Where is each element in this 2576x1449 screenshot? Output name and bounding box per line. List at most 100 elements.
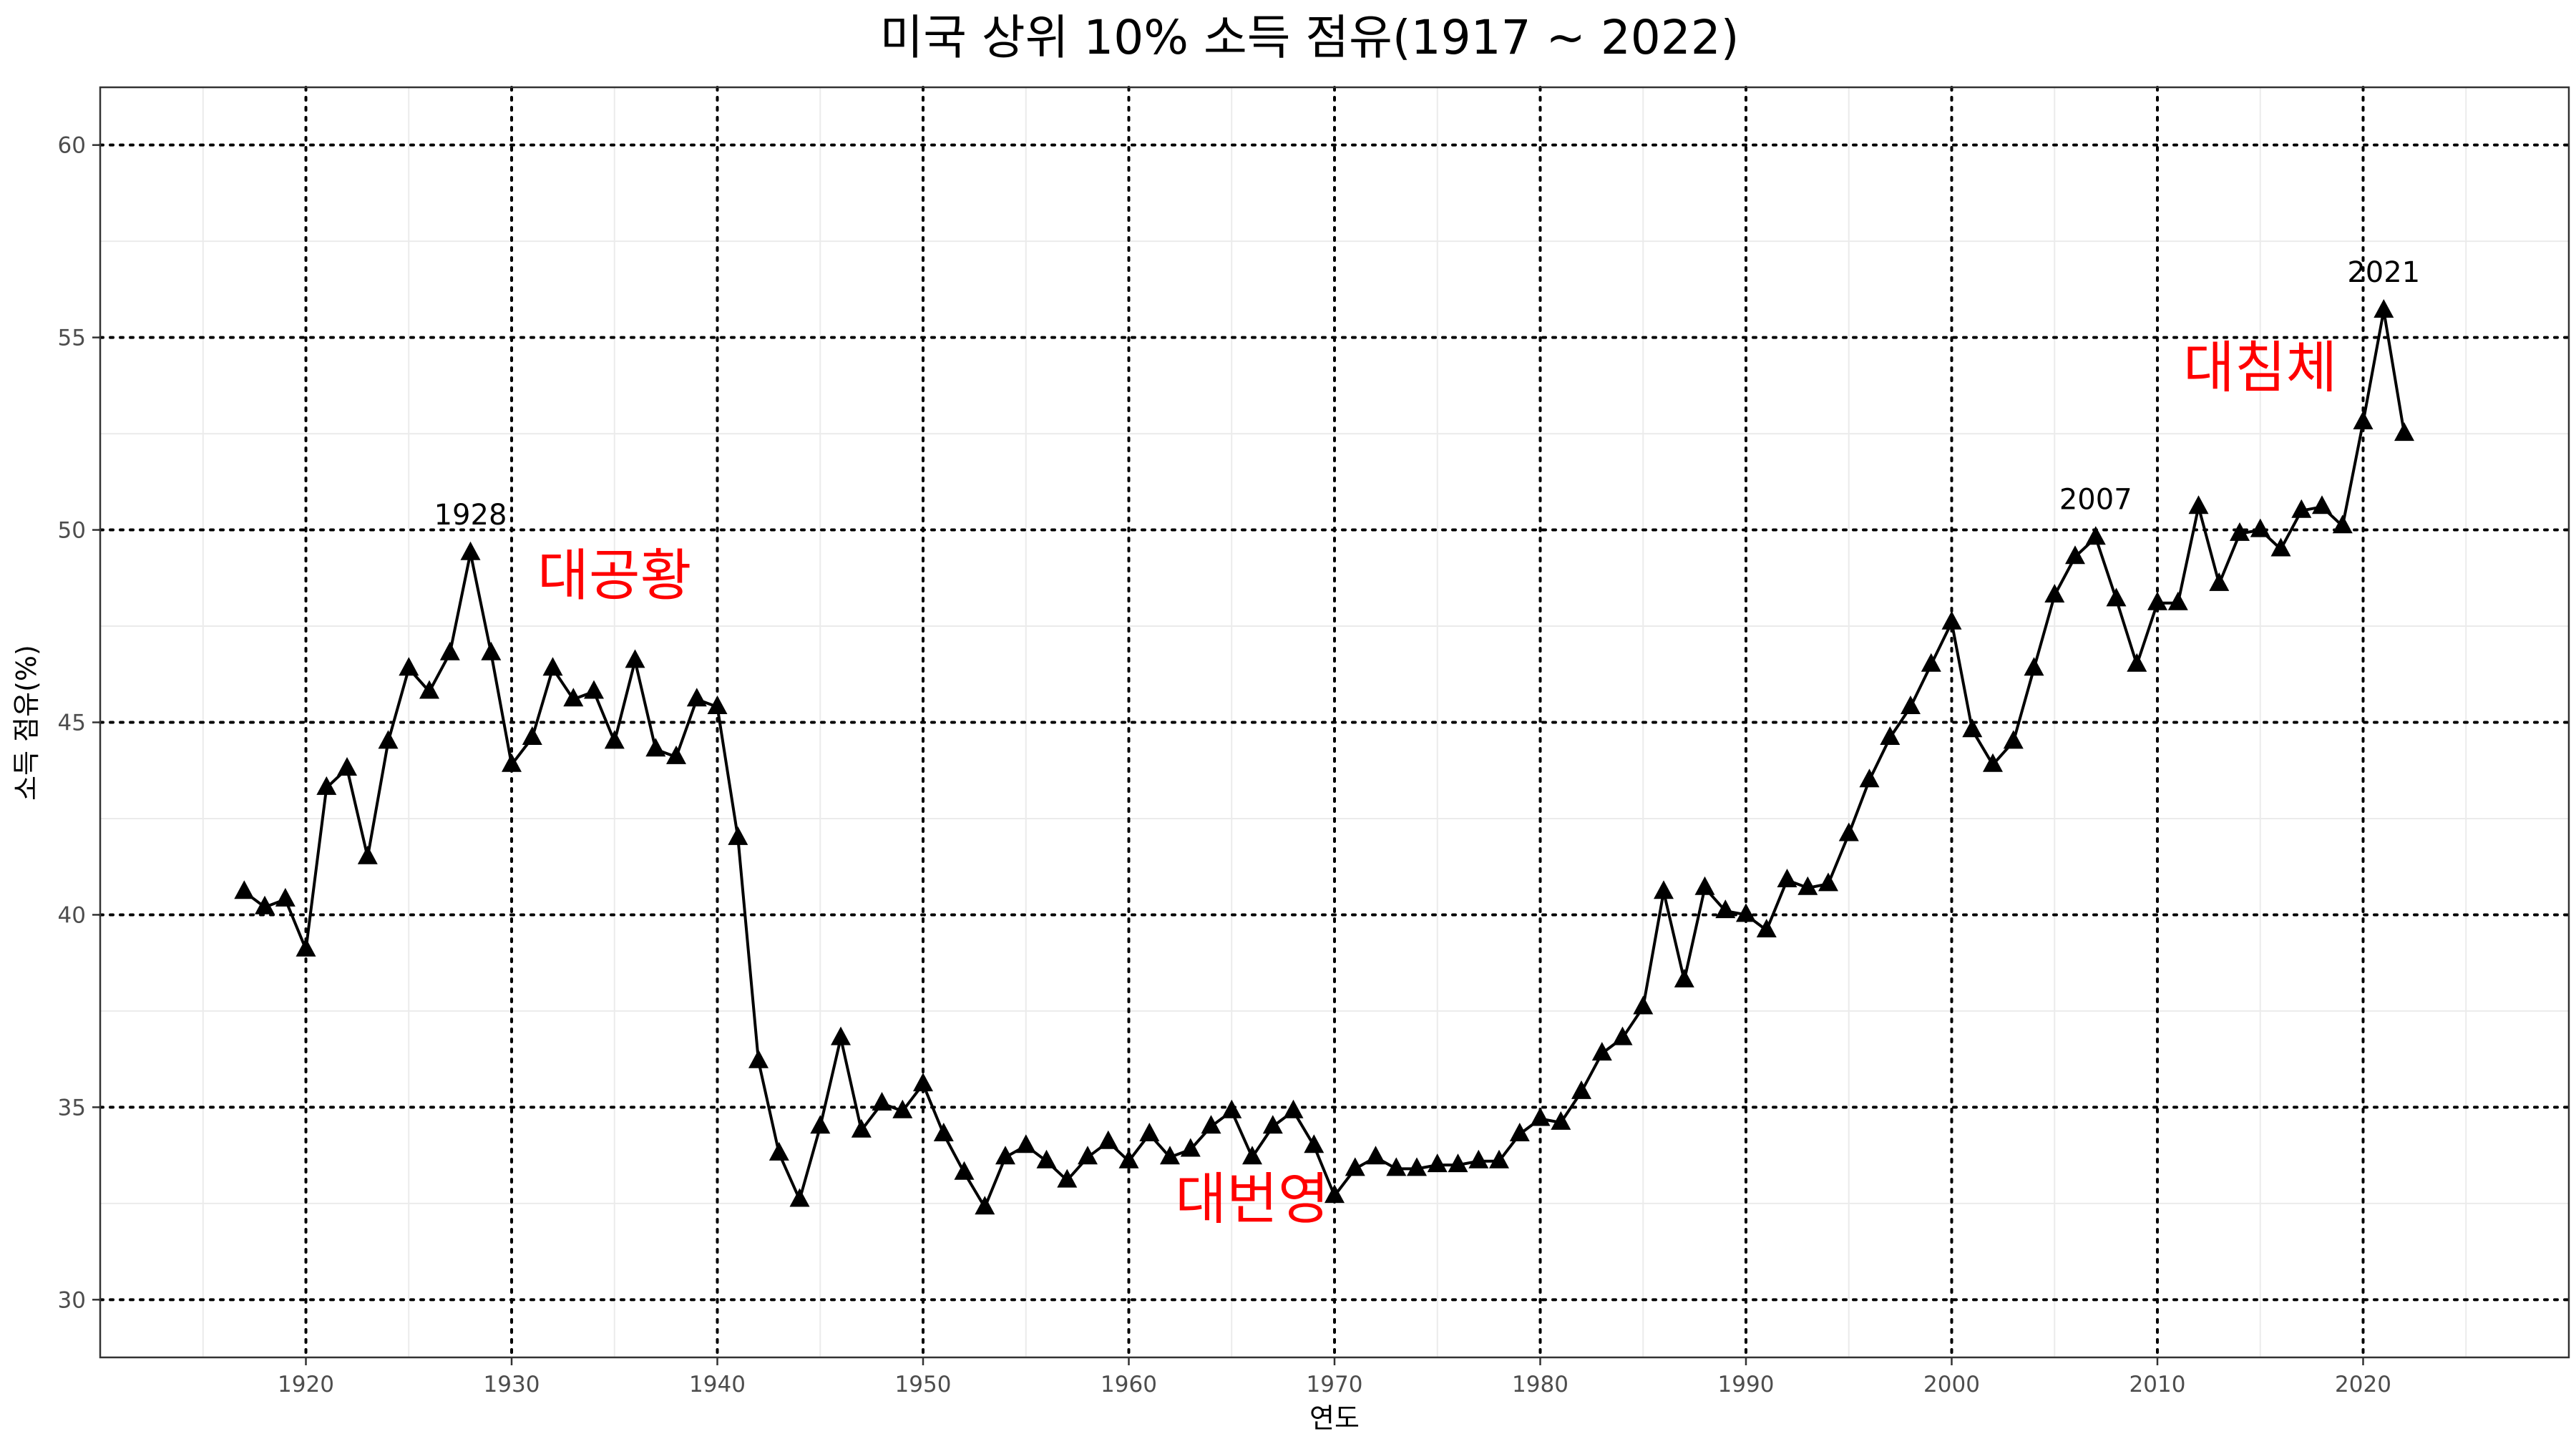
data-point — [1530, 1107, 1551, 1126]
data-point — [707, 696, 728, 714]
x-tick-label: 2010 — [2129, 1372, 2186, 1397]
data-point — [1880, 726, 1901, 745]
data-point — [1139, 1123, 1160, 1141]
data-point — [1468, 1149, 1489, 1169]
data-point — [1921, 653, 1941, 672]
data-point — [1057, 1169, 1078, 1188]
era-annotation: 대침체 — [2183, 336, 2337, 401]
data-point — [933, 1123, 954, 1141]
data-point — [1160, 1146, 1180, 1165]
y-tick-label: 35 — [58, 1095, 86, 1121]
data-point — [275, 887, 296, 907]
data-point — [1715, 899, 1736, 919]
y-tick-label: 55 — [58, 326, 86, 351]
x-tick-label: 1970 — [1307, 1372, 1363, 1397]
x-tick-label: 1940 — [689, 1372, 746, 1397]
year-annotation: 2007 — [2059, 483, 2132, 516]
data-point — [1489, 1149, 1509, 1169]
data-point — [1283, 1099, 1304, 1118]
data-point — [1777, 869, 1797, 887]
data-point — [892, 1099, 913, 1118]
data-point — [2332, 514, 2353, 534]
x-tick-label: 1950 — [895, 1372, 952, 1397]
data-point — [1633, 995, 1654, 1015]
data-point — [234, 880, 255, 899]
data-point — [1221, 1099, 1242, 1118]
data-point — [666, 745, 686, 764]
data-point — [1118, 1149, 1139, 1169]
data-point — [728, 826, 748, 845]
data-point — [2250, 518, 2270, 537]
y-tick-label: 60 — [58, 133, 86, 159]
y-axis-ticks: 30 35 40 45 50 55 60 — [58, 133, 100, 1313]
x-tick-label: 2020 — [2335, 1372, 2391, 1397]
x-axis-title: 연도 — [1309, 1402, 1360, 1434]
data-point — [1571, 1080, 1591, 1099]
data-point — [2003, 730, 2024, 749]
data-point — [2024, 657, 2044, 676]
data-point — [810, 1115, 831, 1134]
x-tick-label: 2000 — [1923, 1372, 1980, 1397]
data-point — [439, 641, 460, 660]
data-point — [2127, 653, 2147, 672]
data-point — [1509, 1123, 1530, 1141]
data-point — [1324, 1184, 1345, 1204]
data-point — [481, 641, 502, 660]
series-line — [243, 309, 2406, 1209]
y-axis-title: 소득 점유(%) — [11, 645, 42, 801]
data-point — [1901, 696, 1921, 714]
data-point — [2312, 495, 2332, 514]
data-point — [1654, 880, 1674, 899]
data-point — [296, 937, 316, 957]
data-point — [542, 657, 563, 676]
data-point — [831, 1026, 851, 1045]
major-gridlines — [99, 86, 2570, 1359]
data-point — [1591, 1042, 1612, 1061]
data-point — [913, 1073, 933, 1092]
data-point — [1262, 1115, 1283, 1134]
data-point — [563, 688, 584, 707]
data-point — [1818, 872, 1838, 892]
data-point — [1941, 610, 1962, 630]
data-point — [1407, 1157, 1427, 1176]
data-point — [975, 1196, 995, 1215]
data-point — [604, 730, 625, 749]
data-point — [872, 1092, 892, 1111]
x-tick-label: 1920 — [278, 1372, 334, 1397]
data-point — [645, 738, 666, 757]
data-point — [2188, 495, 2209, 514]
data-point — [954, 1161, 975, 1180]
data-point — [1036, 1149, 1057, 1169]
data-point — [1962, 718, 1983, 738]
data-point — [1386, 1157, 1407, 1176]
data-point — [1859, 769, 1880, 788]
data-point — [1694, 876, 1715, 895]
data-point — [1345, 1157, 1365, 1176]
data-point — [522, 726, 542, 745]
data-point — [1674, 968, 1694, 987]
data-point — [1098, 1130, 1118, 1149]
data-point — [2085, 526, 2106, 545]
data-point — [1448, 1153, 1468, 1173]
data-point — [1756, 919, 1777, 937]
data-point — [502, 753, 522, 772]
year-annotation: 1928 — [434, 499, 507, 532]
data-point — [460, 541, 481, 560]
data-point — [337, 757, 357, 776]
data-point — [316, 776, 337, 795]
data-point — [378, 730, 399, 749]
x-axis-ticks: 1920 1930 1940 1950 1960 1970 1980 1990 2000 2010… — [278, 1357, 2391, 1397]
era-annotation: 대번영 — [1175, 1167, 1329, 1231]
data-point — [1736, 903, 1756, 922]
y-tick-label: 40 — [58, 902, 86, 928]
data-markers — [234, 299, 2414, 1215]
data-point — [1365, 1146, 1386, 1165]
data-point — [584, 680, 604, 699]
data-point — [789, 1188, 810, 1207]
data-point — [1304, 1134, 1324, 1153]
data-point — [686, 688, 707, 707]
data-point — [2209, 572, 2230, 591]
data-point — [769, 1141, 789, 1161]
